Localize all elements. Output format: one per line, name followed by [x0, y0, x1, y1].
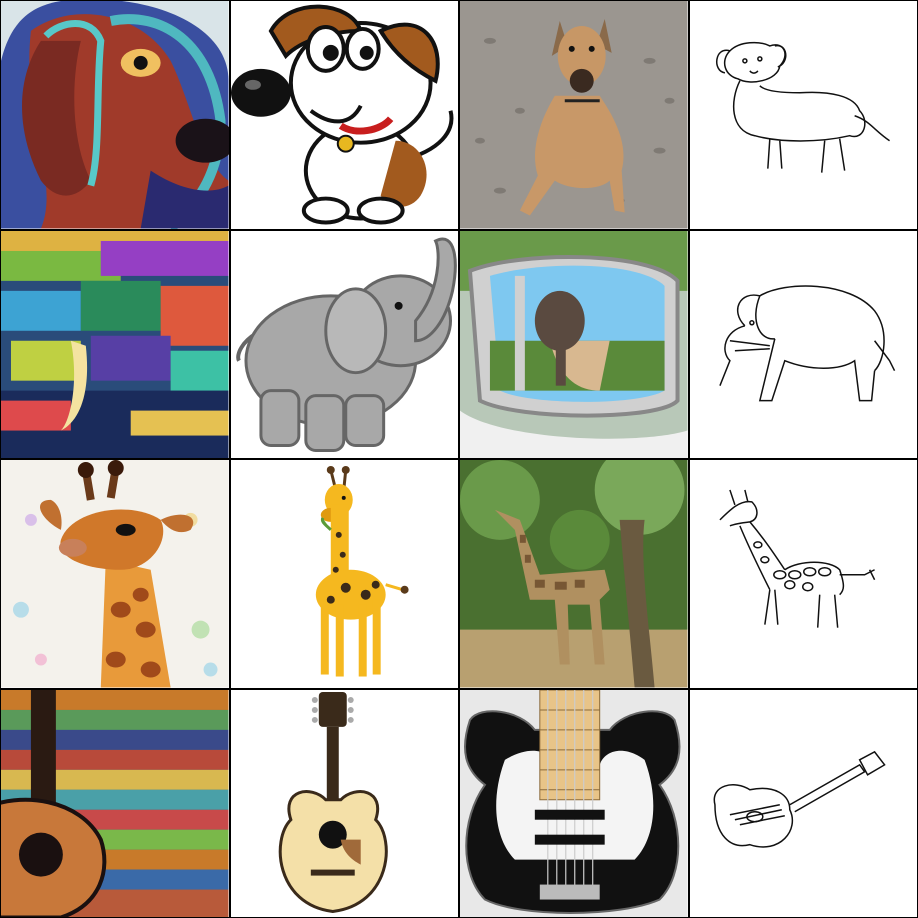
guitar-photo-cell — [460, 689, 688, 917]
elephant-cartoon-icon — [230, 230, 458, 458]
guitar-cartoon-icon — [230, 689, 458, 917]
guitar-sketch-icon — [689, 689, 917, 917]
elephant-sketch-icon — [689, 230, 917, 458]
dog-sketch-icon — [689, 1, 917, 229]
dog-sketch-cell — [689, 1, 917, 229]
giraffe-painting-cell — [1, 460, 229, 688]
guitar-painting-cell — [1, 689, 229, 917]
giraffe-sketch-icon — [689, 460, 917, 688]
guitar-sketch-cell — [689, 689, 917, 917]
elephant-sketch-cell — [689, 230, 917, 458]
elephant-photo-cell — [460, 230, 688, 458]
elephant-photo-icon — [460, 230, 688, 458]
giraffe-cartoon-icon — [230, 460, 458, 688]
elephant-cartoon-cell — [230, 230, 458, 458]
elephant-painting-icon — [1, 230, 229, 458]
giraffe-sketch-cell — [689, 460, 917, 688]
dog-painting-icon — [1, 1, 229, 229]
giraffe-photo-cell — [460, 460, 688, 688]
guitar-cartoon-cell — [230, 689, 458, 917]
giraffe-photo-icon — [460, 460, 688, 688]
guitar-photo-icon — [460, 689, 688, 917]
dog-painting-cell — [1, 1, 229, 229]
dog-cartoon-icon — [230, 1, 458, 229]
guitar-painting-icon — [1, 689, 229, 917]
giraffe-cartoon-cell — [230, 460, 458, 688]
dog-photo-cell — [460, 1, 688, 229]
elephant-painting-cell — [1, 230, 229, 458]
dog-photo-icon — [460, 1, 688, 229]
giraffe-painting-icon — [1, 460, 229, 688]
dog-cartoon-cell — [230, 1, 458, 229]
